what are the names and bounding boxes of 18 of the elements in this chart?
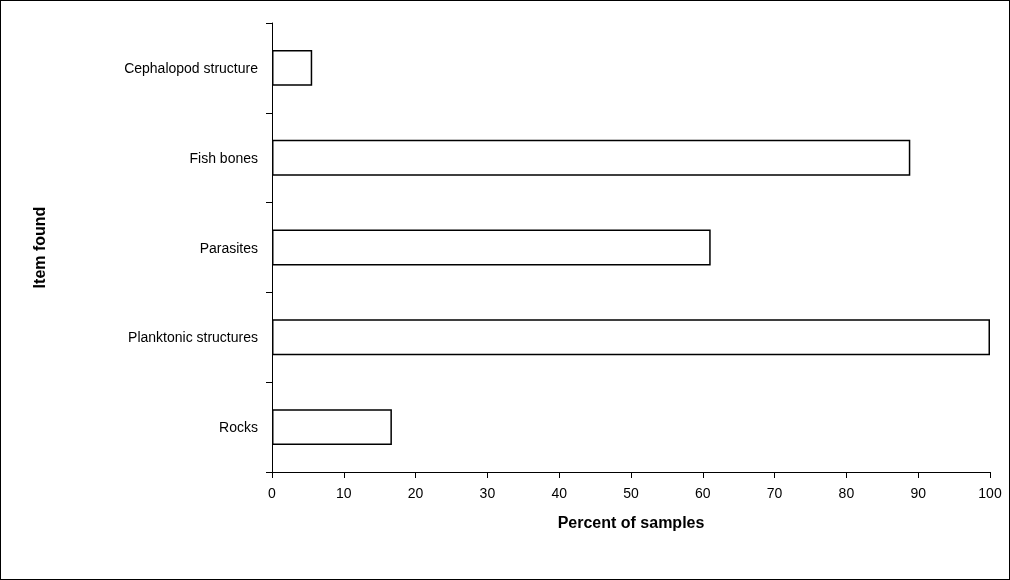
x-axis-title: Percent of samples xyxy=(557,513,705,531)
x-tick-label: 20 xyxy=(407,485,424,501)
x-tick-label: 70 xyxy=(766,485,783,501)
y-axis-title: Item found xyxy=(30,206,48,289)
y-tick-label: Rocks xyxy=(219,419,258,436)
y-tick-label: Parasites xyxy=(199,239,258,256)
y-tick-label: Planktonic structures xyxy=(128,329,258,346)
x-tick-label: 80 xyxy=(838,485,855,501)
x-tick-label: 30 xyxy=(479,485,496,501)
x-tick-label: 100 xyxy=(978,485,1002,501)
x-tick-label: 10 xyxy=(336,485,352,501)
x-tick-label: 60 xyxy=(695,485,711,501)
x-tick-label: 0 xyxy=(268,485,277,501)
y-tick-label: Cephalopod structure xyxy=(124,59,259,76)
x-tick-label: 50 xyxy=(623,485,639,501)
x-tick-label: 90 xyxy=(910,485,927,501)
x-tick-label: 40 xyxy=(551,485,568,501)
y-tick-label: Fish bones xyxy=(189,149,258,166)
